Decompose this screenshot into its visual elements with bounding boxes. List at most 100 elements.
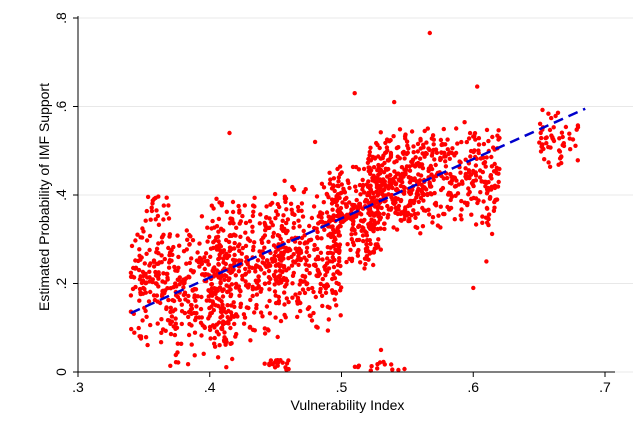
scatter-point: [192, 330, 198, 335]
scatter-point: [307, 253, 312, 259]
scatter-point: [169, 247, 174, 253]
scatter-point: [151, 264, 157, 269]
scatter-point: [399, 165, 405, 170]
scatter-point: [190, 238, 196, 243]
scatter-point: [494, 171, 499, 176]
scatter-point: [328, 177, 333, 182]
scatter-point: [540, 107, 545, 113]
scatter-point: [304, 267, 309, 273]
scatter-point: [360, 233, 366, 238]
scatter-point: [362, 199, 368, 204]
scatter-point: [388, 152, 394, 158]
scatter-point: [177, 243, 182, 248]
scatter-point: [214, 196, 219, 201]
scatter-point: [194, 258, 200, 263]
scatter-point: [480, 214, 485, 219]
scatter-point: [423, 150, 428, 156]
scatter-point: [368, 145, 373, 150]
scatter-point: [235, 244, 241, 249]
scatter-point: [220, 302, 225, 307]
scatter-point: [155, 261, 160, 266]
scatter-point: [137, 286, 143, 292]
scatter-point: [445, 147, 450, 152]
scatter-point: [272, 282, 277, 287]
scatter-point: [217, 297, 222, 302]
scatter-point: [409, 129, 415, 134]
scatter-point: [275, 212, 280, 217]
scatter-point: [130, 274, 135, 279]
scatter-point: [224, 365, 229, 370]
scatter-point: [270, 234, 276, 239]
scatter-point: [459, 217, 464, 222]
scatter-point: [323, 290, 329, 295]
scatter-point: [420, 151, 425, 156]
scatter-point: [189, 306, 195, 311]
scatter-point: [417, 178, 423, 183]
scatter-point: [337, 195, 342, 201]
scatter-point: [175, 268, 180, 273]
scatter-point: [241, 312, 247, 317]
scatter-point: [138, 274, 143, 279]
scatter-point: [168, 363, 173, 368]
scatter-point: [284, 268, 289, 273]
scatter-point: [371, 191, 376, 196]
scatter-point: [444, 175, 450, 181]
scatter-point: [431, 142, 436, 147]
scatter-point: [483, 164, 488, 169]
scatter-point: [438, 187, 444, 193]
scatter-point: [239, 251, 244, 256]
scatter-point: [388, 172, 393, 178]
scatter-point: [538, 130, 543, 136]
scatter-point: [303, 262, 308, 267]
scatter-point: [255, 258, 261, 263]
scatter-point: [136, 267, 142, 273]
scatter-point: [561, 141, 566, 146]
scatter-point: [148, 322, 153, 328]
scatter-point: [378, 130, 383, 135]
scatter-point: [468, 154, 473, 159]
scatter-point: [466, 168, 472, 173]
scatter-point: [438, 204, 443, 209]
scatter-point: [459, 198, 464, 204]
scatter-point: [156, 251, 161, 256]
scatter-point: [459, 139, 464, 145]
scatter-point: [128, 270, 134, 275]
scatter-point: [378, 347, 384, 353]
scatter-point: [156, 276, 161, 281]
scatter-point: [327, 305, 332, 310]
scatter-point: [405, 210, 410, 215]
scatter-point: [147, 233, 153, 239]
scatter-point: [484, 155, 489, 160]
scatter-point: [441, 176, 446, 181]
scatter-point: [151, 259, 157, 264]
scatter-point: [335, 208, 340, 214]
scatter-point: [206, 316, 211, 321]
scatter-point: [248, 338, 253, 343]
scatter-point: [551, 137, 556, 142]
scatter-point: [345, 242, 350, 247]
scatter-point: [144, 251, 149, 256]
scatter-point: [207, 298, 213, 303]
scatter-point: [154, 208, 159, 213]
scatter-point: [431, 137, 436, 142]
scatter-point: [221, 260, 226, 265]
scatter-point: [250, 229, 255, 234]
scatter-point: [337, 164, 343, 169]
scatter-point: [403, 167, 409, 172]
scatter-point: [484, 259, 489, 264]
scatter-point: [312, 139, 318, 145]
scatter-point: [173, 307, 178, 312]
scatter-point: [130, 286, 136, 292]
scatter-point: [382, 226, 387, 232]
scatter-point: [329, 201, 335, 206]
scatter-point: [362, 217, 367, 223]
scatter-point: [551, 125, 556, 130]
scatter-point: [454, 178, 459, 183]
scatter-point: [473, 170, 478, 175]
scatter-point: [443, 164, 449, 169]
scatter-point: [464, 176, 469, 181]
scatter-point: [377, 145, 382, 151]
scatter-point: [486, 216, 491, 222]
scatter-point: [282, 178, 287, 183]
scatter-point: [353, 164, 359, 170]
